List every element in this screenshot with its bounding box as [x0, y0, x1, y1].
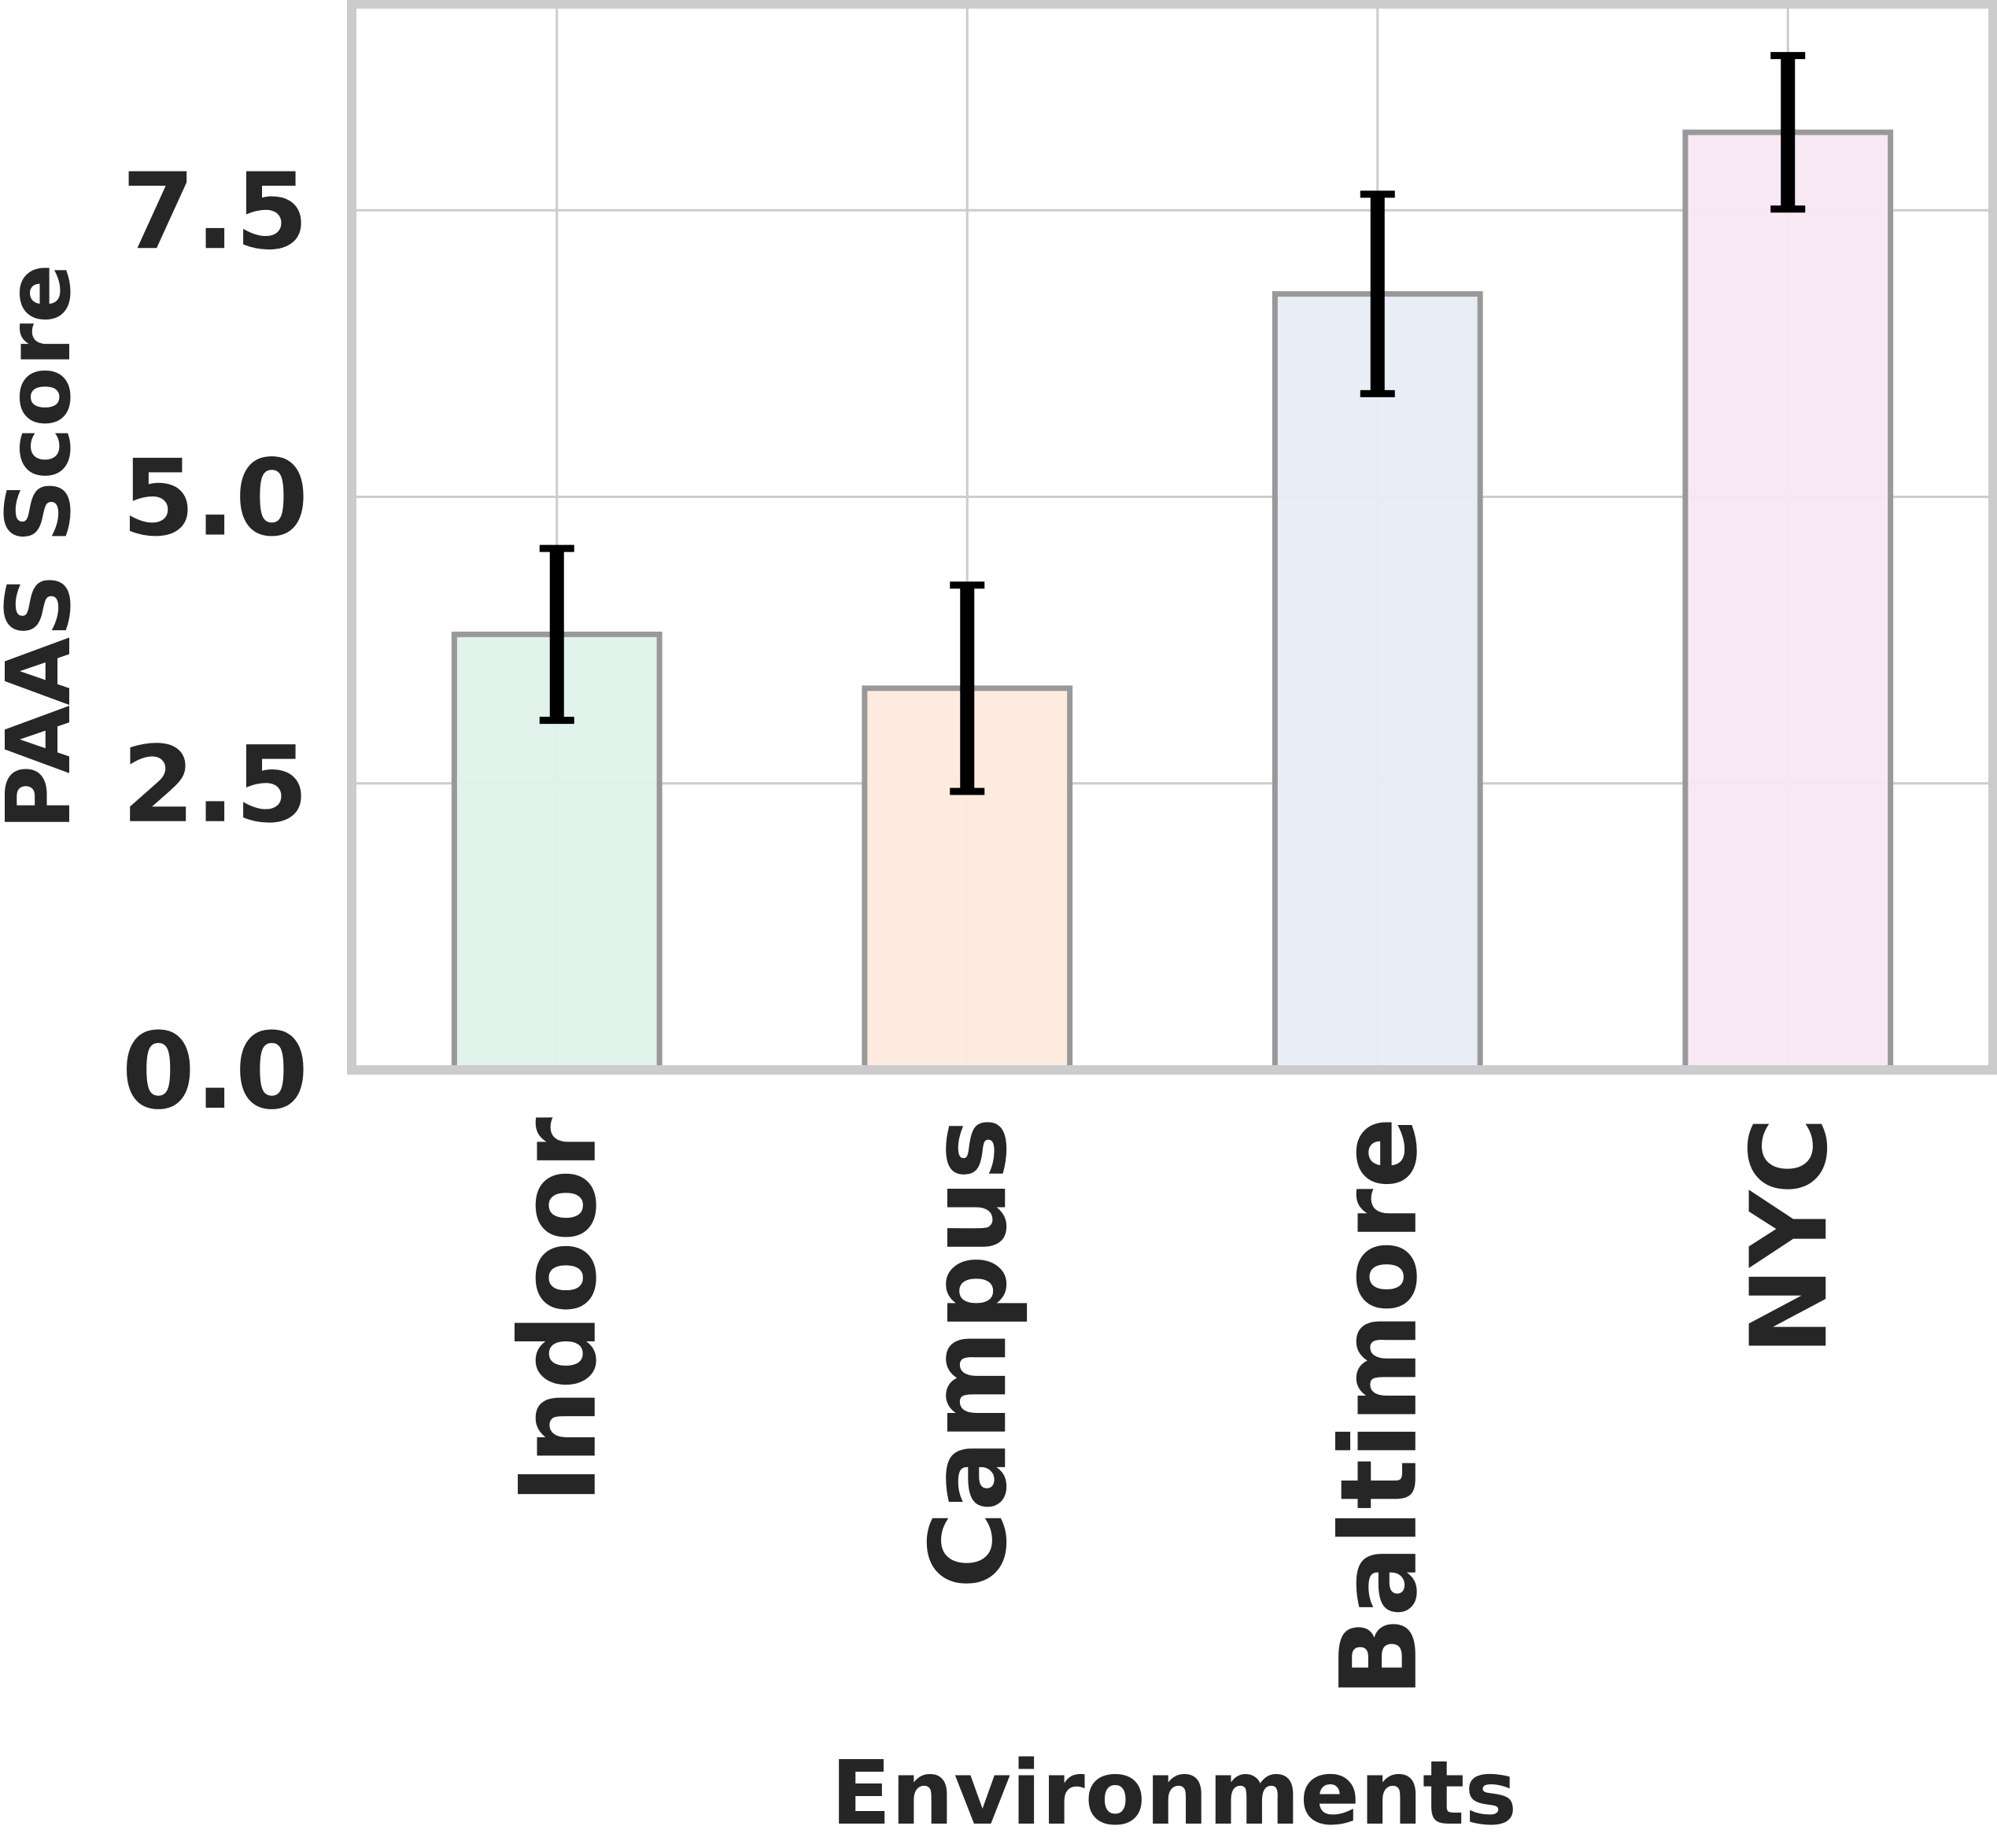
error-bars — [539, 52, 1806, 795]
x-tick-label-indoor: Indoor — [497, 1117, 620, 1503]
y-tick-label: 5.0 — [122, 437, 308, 560]
x-tick-label-campus: Campus — [907, 1117, 1030, 1588]
y-tick-label: 0.0 — [122, 1010, 308, 1133]
bars — [451, 129, 1894, 1073]
bar-nyc — [1682, 129, 1894, 1073]
y-tick-label: 2.5 — [122, 724, 308, 847]
x-tick-label-nyc: NYC — [1728, 1117, 1851, 1356]
bar-baltimore — [1272, 291, 1483, 1073]
x-tick-labels: Indoor Campus Baltimore NYC — [497, 1117, 1851, 1697]
x-axis-label: Environments — [831, 1743, 1517, 1845]
y-axis-label: PAAS Score — [0, 264, 90, 830]
x-tick-label-baltimore: Baltimore — [1318, 1117, 1441, 1697]
plot-frame — [347, 0, 1997, 1075]
y-tick-label: 7.5 — [122, 150, 308, 273]
y-tick-labels: 0.0 2.5 5.0 7.5 — [122, 150, 308, 1133]
